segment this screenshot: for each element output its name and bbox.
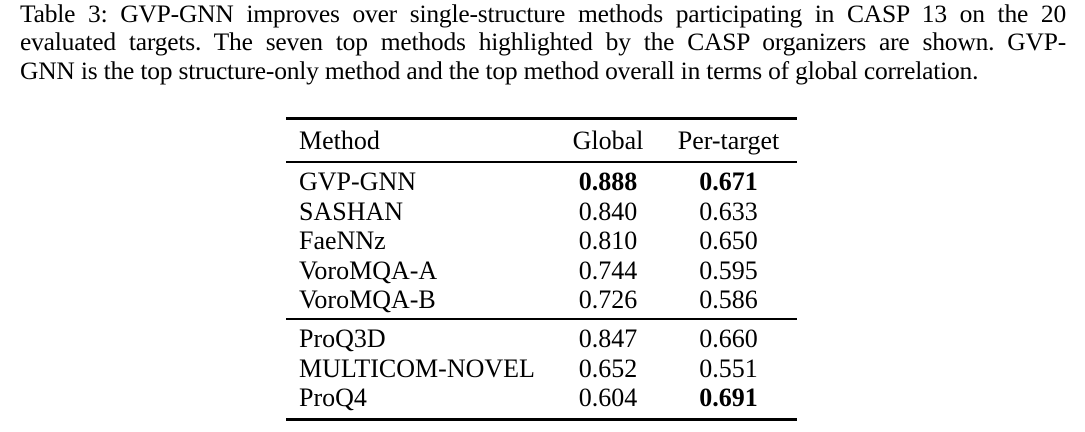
global-cell: 0.604 xyxy=(578,383,638,413)
column-header-global: Global xyxy=(572,126,644,155)
global-cell: 0.744 xyxy=(578,255,638,285)
method-cell: VoroMQA-B xyxy=(299,285,436,315)
per-target-cell: 0.595 xyxy=(699,255,758,285)
table-row: FaeNNz 0.810 0.650 xyxy=(286,226,797,256)
method-cell: MULTICOM-NOVEL xyxy=(299,353,535,383)
per-target-cell: 0.671 xyxy=(699,167,758,196)
per-target-cell: 0.551 xyxy=(699,353,758,383)
method-cell: GVP-GNN xyxy=(299,167,416,196)
global-cell: 0.847 xyxy=(578,323,638,353)
method-cell: ProQ4 xyxy=(299,383,367,413)
table-header-row: Method Global Per-target xyxy=(286,120,797,163)
results-table: Method Global Per-target GVP-GNN 0.888 0… xyxy=(286,117,797,421)
method-cell: VoroMQA-A xyxy=(299,255,438,285)
table-row: VoroMQA-A 0.744 0.595 xyxy=(286,256,797,286)
global-cell: 0.810 xyxy=(578,226,638,256)
per-target-cell: 0.633 xyxy=(699,196,758,226)
global-cell: 0.652 xyxy=(578,353,638,383)
table-caption: Table 3: GVP-GNN improves over single-st… xyxy=(20,0,1066,85)
table-row: MULTICOM-NOVEL 0.652 0.551 xyxy=(286,354,797,384)
column-header-per-target: Per-target xyxy=(677,126,780,155)
method-cell: FaeNNz xyxy=(299,226,386,256)
per-target-cell: 0.650 xyxy=(699,226,758,256)
table-group-structure-only: GVP-GNN 0.888 0.671 SASHAN 0.840 0.633 F… xyxy=(286,163,797,320)
table-row: ProQ4 0.604 0.691 xyxy=(286,383,797,413)
global-cell: 0.726 xyxy=(578,285,638,315)
table-row: VoroMQA-B 0.726 0.586 xyxy=(286,285,797,315)
global-cell: 0.840 xyxy=(578,196,638,226)
per-target-cell: 0.691 xyxy=(699,383,758,413)
table-row: SASHAN 0.840 0.633 xyxy=(286,197,797,227)
table-row: GVP-GNN 0.888 0.671 xyxy=(286,167,797,197)
method-cell: SASHAN xyxy=(299,196,404,226)
column-header-method: Method xyxy=(299,126,380,155)
table-group-other-methods: ProQ3D 0.847 0.660 MULTICOM-NOVEL 0.652 … xyxy=(286,320,797,418)
method-cell: ProQ3D xyxy=(299,323,386,353)
caption-line-2: evaluated targets. The seven top methods… xyxy=(20,28,1066,57)
table-row: ProQ3D 0.847 0.660 xyxy=(286,324,797,354)
per-target-cell: 0.660 xyxy=(699,323,758,353)
caption-line-1: Table 3: GVP-GNN improves over single-st… xyxy=(20,0,1066,28)
per-target-cell: 0.586 xyxy=(699,285,758,315)
caption-line-3: GNN is the top structure-only method and… xyxy=(20,56,979,85)
global-cell: 0.888 xyxy=(578,167,638,196)
